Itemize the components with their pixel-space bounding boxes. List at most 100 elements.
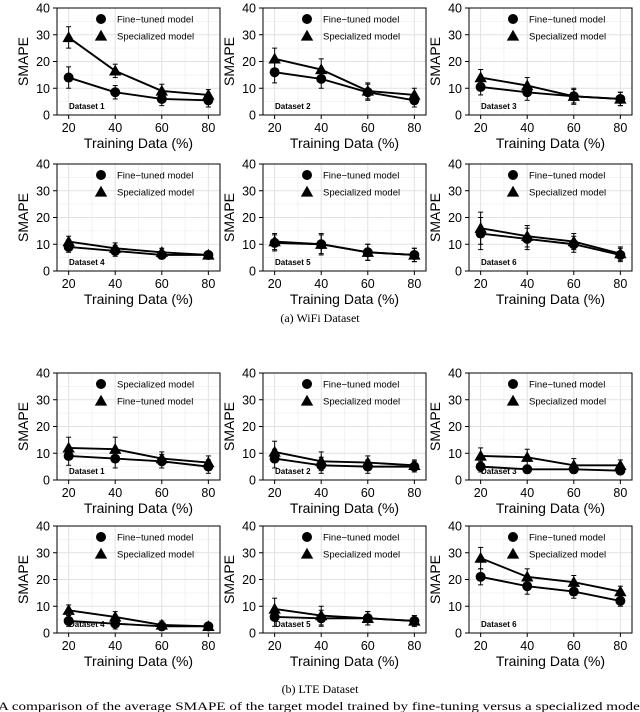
- y-tick-label: 20: [448, 573, 462, 587]
- legend-marker: [96, 379, 106, 389]
- panel-wifi-4: 0 10 20 30 40 20 40 60 80 Training Data (%) SMAPE F…: [15, 158, 221, 307]
- x-axis-label: Training Data (%): [290, 291, 399, 307]
- x-tick-label: 80: [613, 486, 627, 500]
- x-tick-label: 20: [62, 486, 76, 500]
- y-axis-label: SMAPE: [15, 402, 31, 451]
- x-tick-label: 40: [108, 639, 122, 653]
- series-2: [62, 436, 215, 470]
- x-tick-label: 40: [314, 277, 328, 291]
- series-line: [68, 454, 209, 468]
- series-line: [480, 232, 621, 256]
- legend-marker: [302, 532, 312, 542]
- x-tick-label: 60: [361, 486, 375, 500]
- y-tick-label: 10: [36, 447, 50, 461]
- series-line: [480, 454, 621, 467]
- legend-marker: [300, 547, 314, 559]
- series-2: [268, 233, 421, 263]
- data-point: [361, 246, 374, 257]
- y-tick-label: 40: [36, 520, 50, 534]
- series-line: [274, 607, 415, 622]
- data-point: [615, 595, 626, 606]
- y-tick-label: 0: [43, 265, 50, 279]
- y-tick-label: 20: [242, 573, 256, 587]
- panel-lte-2: 0 10 20 30 40 20 40 60 80 Training Data (%) SMAPE F…: [221, 367, 427, 516]
- x-tick-label: 80: [407, 121, 421, 135]
- y-tick-label: 10: [448, 447, 462, 461]
- x-tick-label: 80: [407, 277, 421, 291]
- legend-label: Specialized model: [117, 550, 194, 561]
- x-tick-label: 60: [361, 639, 375, 653]
- data-point: [567, 235, 580, 247]
- data-point: [521, 570, 534, 582]
- legend-marker: [94, 394, 108, 406]
- y-axis-label: SMAPE: [221, 37, 237, 86]
- x-tick-label: 40: [108, 486, 122, 500]
- legend-marker: [94, 547, 108, 559]
- series-line: [274, 457, 415, 468]
- x-tick-label: 20: [268, 486, 282, 500]
- data-point: [315, 455, 328, 466]
- y-axis-label: SMAPE: [427, 402, 443, 451]
- data-point: [567, 90, 580, 101]
- y-tick-label: 20: [448, 211, 462, 225]
- y-axis-label: SMAPE: [427, 555, 443, 604]
- x-tick-label: 80: [407, 486, 421, 500]
- data-point: [202, 88, 215, 100]
- data-point: [614, 247, 627, 259]
- x-tick-label: 20: [268, 121, 282, 135]
- x-tick-label: 20: [62, 277, 76, 291]
- series-line: [68, 609, 209, 628]
- data-point: [155, 452, 168, 464]
- x-tick-label: 80: [201, 121, 215, 135]
- series-2: [474, 211, 627, 261]
- y-tick-label: 10: [242, 82, 256, 96]
- y-tick-label: 0: [455, 474, 462, 488]
- series-2: [62, 604, 215, 631]
- series-line: [68, 76, 209, 102]
- legend-label: Fine−tuned model: [529, 171, 605, 182]
- legend-label: Specialized model: [117, 188, 194, 199]
- dataset-label: Dataset 4: [69, 620, 105, 629]
- data-point: [408, 459, 421, 470]
- y-axis-label: SMAPE: [221, 555, 237, 604]
- x-tick-label: 40: [314, 121, 328, 135]
- y-tick-label: 40: [242, 2, 256, 16]
- data-point: [155, 246, 168, 257]
- x-tick-label: 20: [474, 639, 488, 653]
- x-tick-label: 20: [268, 277, 282, 291]
- legend-label: Specialized model: [529, 32, 606, 43]
- data-point: [521, 230, 534, 241]
- legend-label: Fine−tuned model: [323, 15, 399, 26]
- y-tick-label: 30: [36, 393, 50, 407]
- y-tick-label: 20: [36, 573, 50, 587]
- data-point: [408, 88, 421, 100]
- x-axis-label: Training Data (%): [84, 500, 193, 516]
- data-point: [475, 571, 486, 582]
- legend-label: Fine−tuned model: [117, 15, 193, 26]
- y-axis-label: SMAPE: [427, 193, 443, 242]
- series-line: [68, 245, 209, 256]
- data-point: [268, 52, 281, 64]
- data-point: [522, 464, 533, 475]
- y-tick-label: 30: [448, 184, 462, 198]
- data-point: [155, 84, 168, 96]
- x-tick-label: 60: [155, 277, 169, 291]
- x-axis-label: Training Data (%): [290, 653, 399, 669]
- panel-wifi-3: 0 10 20 30 40 20 40 60 80 Training Data (%) SMAPE F…: [427, 2, 633, 151]
- x-axis-label: Training Data (%): [84, 653, 193, 669]
- data-point: [521, 79, 534, 91]
- dataset-label: Dataset 2: [275, 467, 311, 476]
- x-axis-label: Training Data (%): [84, 291, 193, 307]
- x-axis-label: Training Data (%): [84, 135, 193, 151]
- x-tick-label: 60: [567, 121, 581, 135]
- x-tick-label: 20: [268, 639, 282, 653]
- x-tick-label: 40: [108, 277, 122, 291]
- x-tick-label: 40: [520, 277, 534, 291]
- series-line: [68, 446, 209, 464]
- y-tick-label: 10: [242, 238, 256, 252]
- series-line: [274, 450, 415, 467]
- caption-wifi: (a) WiFi Dataset: [280, 311, 360, 325]
- x-tick-label: 20: [62, 121, 76, 135]
- data-point: [614, 92, 627, 104]
